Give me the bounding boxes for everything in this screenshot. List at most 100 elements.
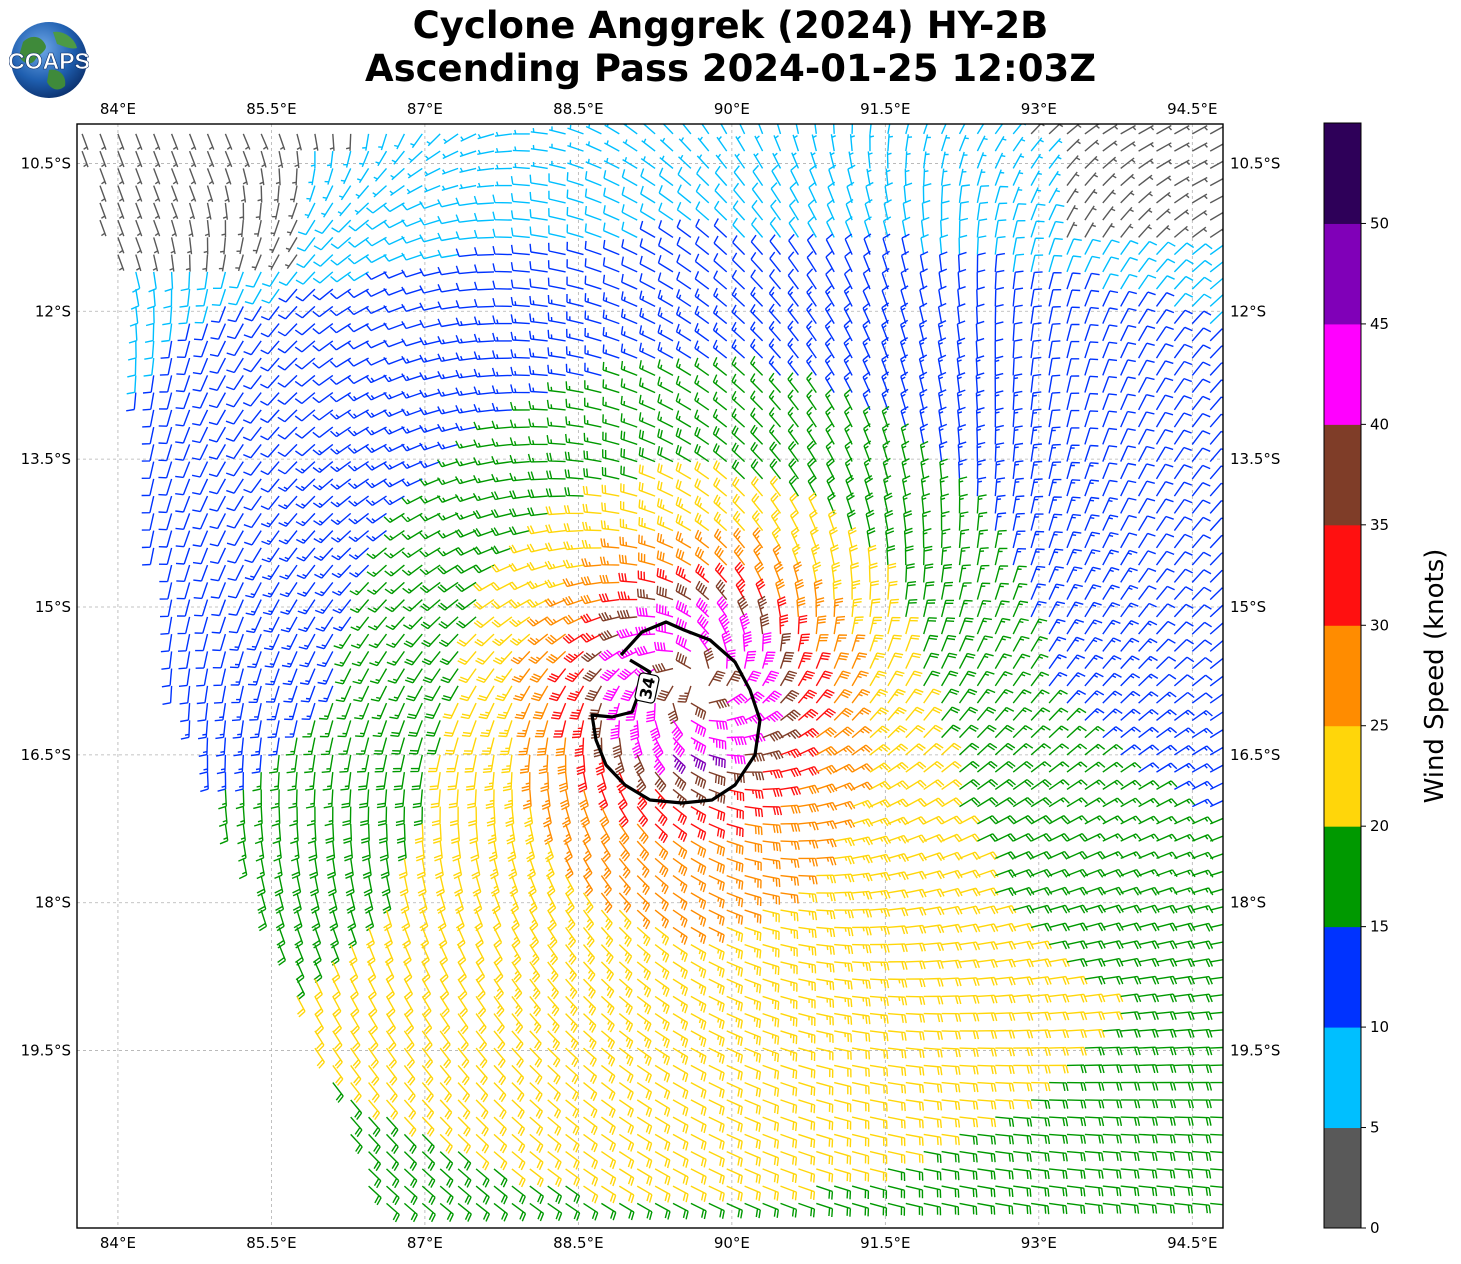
wind-barb — [548, 225, 566, 239]
wind-barb — [1012, 338, 1023, 359]
wind-barb — [975, 320, 985, 341]
wind-barb — [528, 400, 548, 411]
wind-barb — [792, 134, 800, 152]
wind-barb — [620, 378, 638, 394]
wind-barb — [1048, 138, 1063, 152]
wind-barb — [886, 151, 892, 169]
wind-barb — [1155, 360, 1174, 376]
wind-barb — [771, 164, 782, 186]
wind-barb — [127, 340, 137, 361]
wind-barb — [401, 408, 423, 417]
wind-barb — [383, 374, 405, 383]
wind-barb — [284, 254, 298, 269]
wind-barb — [211, 288, 227, 306]
title-line-1: Cyclone Anggrek (2024) HY-2B — [412, 4, 1049, 47]
wind-barb — [175, 461, 191, 479]
wind-barb — [1174, 176, 1190, 187]
wind-barb — [676, 254, 692, 273]
wind-barb — [657, 254, 674, 273]
wind-barb — [270, 219, 280, 237]
colorbar-tick-label: 40 — [1370, 415, 1389, 433]
wind-barb — [1012, 321, 1023, 341]
wind-barb — [99, 219, 107, 237]
wind-barb — [510, 314, 530, 325]
wind-barb — [1173, 429, 1192, 445]
wind-barb — [175, 375, 191, 393]
wind-barb — [1120, 141, 1136, 152]
wind-barb — [584, 206, 602, 221]
wind-barb — [640, 156, 656, 169]
wind-barb — [242, 392, 262, 407]
wind-barb — [401, 269, 423, 278]
wind-barb — [455, 387, 477, 396]
wind-barb — [806, 285, 817, 307]
wind-barb — [620, 326, 638, 342]
wind-barb — [639, 255, 656, 273]
wind-barb — [227, 306, 244, 323]
wind-barb — [313, 133, 319, 151]
wind-barb — [584, 258, 602, 273]
wind-barb — [473, 368, 495, 378]
wind-barb — [208, 461, 227, 478]
wind-barb — [294, 340, 316, 353]
wind-barb — [260, 461, 280, 476]
wind-barb — [1120, 256, 1138, 273]
wind-barb — [492, 263, 512, 273]
wind-barb — [918, 337, 928, 359]
colorbar-bin — [1324, 625, 1361, 727]
wind-barb — [694, 409, 710, 428]
wind-barb — [236, 237, 244, 255]
wind-barb — [731, 408, 746, 428]
wind-barb — [312, 374, 334, 386]
wind-barb — [410, 133, 423, 149]
wind-barb — [226, 357, 244, 374]
wind-barb — [547, 277, 566, 290]
wind-barb — [347, 426, 369, 437]
wind-barb — [455, 248, 477, 258]
wind-barb — [455, 334, 477, 344]
wind-barb — [712, 426, 728, 445]
wind-barb — [135, 168, 143, 185]
wind-barb — [188, 219, 194, 237]
wind-barb — [1030, 187, 1042, 204]
wind-barb — [694, 426, 710, 445]
wind-barb — [768, 320, 782, 342]
wind-barb — [806, 268, 817, 290]
wind-barb — [192, 375, 209, 392]
wind-barb — [275, 168, 281, 186]
wind-barb — [260, 426, 280, 441]
wind-barb — [529, 209, 548, 221]
wind-barb — [347, 461, 369, 472]
wind-barb — [141, 426, 155, 445]
wind-barb — [548, 190, 566, 204]
wind-barb — [512, 129, 530, 135]
wind-barb — [529, 278, 548, 290]
wind-barb — [639, 360, 656, 377]
wind-barb — [714, 165, 728, 187]
wind-barb — [694, 392, 710, 411]
wind-barb — [1048, 154, 1062, 169]
wind-barb — [639, 220, 656, 239]
wind-barb — [731, 373, 746, 394]
wind-barb — [1174, 192, 1190, 204]
wind-barb — [492, 280, 512, 290]
wind-barb — [881, 405, 890, 428]
wind-barb — [206, 185, 214, 203]
wind-barb — [975, 407, 985, 428]
wind-barb — [994, 185, 1009, 204]
wind-barb — [658, 185, 674, 204]
wind-barb — [225, 392, 244, 408]
wind-barb — [529, 261, 548, 273]
wind-barb — [455, 231, 477, 240]
wind-barb — [510, 384, 530, 394]
wind-barb — [294, 426, 316, 439]
wind-barb — [312, 461, 334, 473]
wind-barb — [806, 423, 817, 445]
wind-barb — [788, 216, 799, 238]
wind-barb — [675, 427, 692, 446]
wind-barb — [940, 168, 948, 186]
wind-barb — [1030, 322, 1042, 341]
wind-barb — [1156, 191, 1172, 204]
wind-barb — [437, 232, 459, 242]
wind-barb — [1066, 138, 1081, 152]
